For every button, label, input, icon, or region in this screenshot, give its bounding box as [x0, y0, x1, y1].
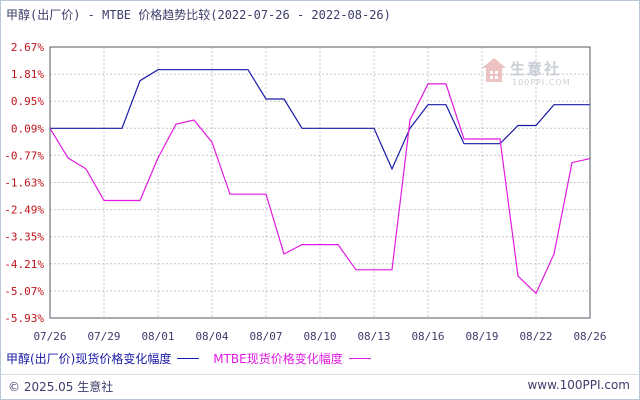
y-tick-label: -4.21%: [4, 258, 44, 271]
watermark-url: 100PPI.COM: [512, 78, 571, 87]
x-tick-label: 07/29: [87, 330, 120, 343]
footer-divider: [0, 374, 638, 375]
y-tick-label: -5.07%: [4, 285, 44, 298]
x-tick-label: 08/19: [465, 330, 498, 343]
x-tick-label: 08/13: [357, 330, 390, 343]
watermark-text: 生意社: [510, 60, 562, 78]
chart-title: 甲醇(出厂价) - MTBE 价格趋势比较(2022-07-26 - 2022-…: [6, 8, 391, 22]
chart-legend: 甲醇(出厂价)现货价格变化幅度 MTBE现货价格变化幅度: [6, 350, 381, 367]
footer-copyright: © 2025.05 生意社: [8, 380, 114, 394]
legend-item-mtbe: MTBE现货价格变化幅度: [213, 350, 371, 367]
y-axis-ticks: 2.67% 1.81% 0.95% 0.09% -0.77% -1.63% -2.49% -3…: [4, 41, 44, 325]
legend-label-mtbe: MTBE现货价格变化幅度: [213, 352, 343, 366]
watermark-logo-icon: [482, 58, 506, 82]
series-line-methanol: [50, 69, 590, 171]
x-axis-ticks: 07/26 07/29 08/01 08/04 08/07 08/10 08/13 08/16…: [33, 330, 606, 343]
legend-swatch-mtbe: [348, 358, 371, 359]
x-tick-label: 08/26: [573, 330, 606, 343]
y-tick-label: 1.81%: [11, 68, 44, 81]
y-tick-label: 0.09%: [11, 122, 44, 135]
y-tick-label: 0.95%: [11, 95, 44, 108]
y-tick-label: -5.93%: [4, 312, 44, 325]
y-tick-label: 2.67%: [11, 41, 44, 54]
watermark: 生意社 100PPI.COM: [480, 56, 580, 96]
x-tick-label: 08/04: [195, 330, 228, 343]
legend-swatch-methanol: [177, 358, 200, 359]
y-tick-label: -1.63%: [4, 177, 44, 190]
x-tick-label: 07/26: [33, 330, 66, 343]
plot-border: [49, 46, 591, 319]
y-tick-label: -2.49%: [4, 204, 44, 217]
x-tick-label: 08/16: [411, 330, 444, 343]
footer-site-link[interactable]: www.100PPI.com: [527, 378, 630, 392]
series-lines: [49, 69, 591, 295]
x-tick-label: 08/01: [141, 330, 174, 343]
y-tick-label: -3.35%: [4, 231, 44, 244]
legend-item-methanol: 甲醇(出厂价)现货价格变化幅度: [6, 350, 200, 367]
legend-label-methanol: 甲醇(出厂价)现货价格变化幅度: [6, 352, 172, 366]
x-tick-label: 08/10: [303, 330, 336, 343]
x-tick-label: 08/07: [249, 330, 282, 343]
series-line-mtbe: [49, 83, 591, 295]
x-tick-label: 08/22: [519, 330, 552, 343]
y-tick-label: -0.77%: [4, 149, 44, 162]
